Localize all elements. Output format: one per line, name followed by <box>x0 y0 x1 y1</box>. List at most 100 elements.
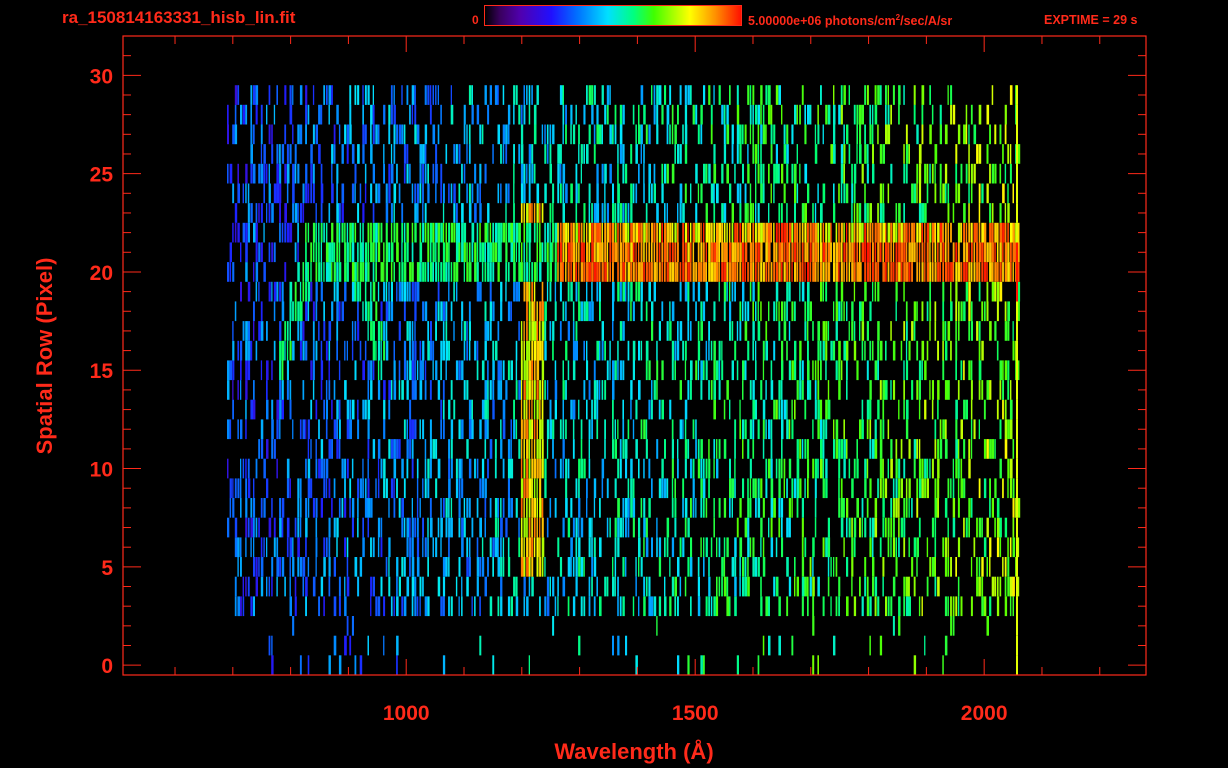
heatmap-cell <box>617 242 619 263</box>
heatmap-cell <box>882 222 886 243</box>
heatmap-cell <box>331 262 333 282</box>
heatmap-cell <box>1004 557 1007 577</box>
heatmap-cell <box>528 203 532 223</box>
heatmap-cell <box>427 596 430 617</box>
heatmap-cell <box>398 321 401 341</box>
heatmap-cell <box>507 498 511 518</box>
heatmap-cell <box>617 183 620 204</box>
heatmap-cell <box>393 124 396 145</box>
heatmap-cell <box>718 281 720 302</box>
heatmap-cell <box>341 458 344 479</box>
heatmap-cell <box>536 301 538 322</box>
heatmap-cell <box>396 655 398 675</box>
heatmap-cell <box>622 242 625 263</box>
heatmap-cell <box>448 439 450 459</box>
heatmap-cell <box>744 321 748 341</box>
heatmap-cell <box>630 498 633 518</box>
heatmap-cell <box>520 242 523 263</box>
heatmap-cell <box>656 439 659 459</box>
heatmap-cell <box>970 380 973 400</box>
heatmap-cell <box>861 104 864 125</box>
heatmap-cell <box>916 380 919 400</box>
heatmap-cell <box>619 222 622 243</box>
heatmap-cell <box>931 262 934 282</box>
heatmap-cell <box>292 419 294 440</box>
heatmap-cell <box>484 321 488 341</box>
heatmap-cell <box>760 242 763 263</box>
heatmap-cell <box>1017 144 1021 164</box>
heatmap-cell <box>825 104 828 125</box>
heatmap-cell <box>523 242 525 263</box>
heatmap-cell <box>783 321 787 341</box>
heatmap-cell <box>549 321 552 341</box>
heatmap-cell <box>520 498 523 518</box>
heatmap-cell <box>500 557 503 577</box>
heatmap-cell <box>266 321 268 341</box>
heatmap-cell <box>617 222 619 243</box>
heatmap-cell <box>752 104 754 125</box>
heatmap-cell <box>1012 537 1016 558</box>
heatmap-cell <box>520 104 523 125</box>
heatmap-cell <box>455 478 458 499</box>
heatmap-cell <box>536 557 539 577</box>
heatmap-cell <box>586 144 589 164</box>
heatmap-cell <box>838 242 841 263</box>
heatmap-cell <box>450 498 453 518</box>
heatmap-cell <box>315 281 318 302</box>
heatmap-cell <box>794 262 797 282</box>
heatmap-cell <box>411 557 415 577</box>
heatmap-cell <box>289 281 293 302</box>
heatmap-cell <box>580 301 583 322</box>
heatmap-cell <box>533 458 537 479</box>
heatmap-cell <box>952 242 955 263</box>
heatmap-cell <box>682 203 685 223</box>
heatmap-cell <box>937 498 939 518</box>
heatmap-cell <box>396 124 398 145</box>
heatmap-cell <box>666 537 669 558</box>
heatmap-cell <box>864 557 867 577</box>
heatmap-cell <box>260 301 263 322</box>
heatmap-cell <box>440 222 443 243</box>
heatmap-cell <box>567 458 570 479</box>
heatmap-cell <box>448 262 450 282</box>
heatmap-cell <box>552 203 554 223</box>
heatmap-cell <box>838 340 841 361</box>
heatmap-cell <box>263 183 265 204</box>
heatmap-cell <box>385 478 388 499</box>
heatmap-cell <box>546 419 550 440</box>
heatmap-cell <box>448 183 450 204</box>
heatmap-cell <box>544 301 547 322</box>
heatmap-cell <box>679 183 683 204</box>
heatmap-cell <box>788 419 791 440</box>
heatmap-cell <box>703 360 705 381</box>
x-tick-label: 2000 <box>961 702 1008 725</box>
heatmap-cell <box>401 262 404 282</box>
heatmap-cell <box>671 458 674 479</box>
heatmap-cell <box>986 104 990 125</box>
heatmap-cell <box>359 262 363 282</box>
heatmap-cell <box>812 419 814 440</box>
heatmap-cell <box>765 478 768 499</box>
heatmap-cell <box>892 498 896 518</box>
heatmap-cell <box>749 222 752 243</box>
heatmap-cell <box>937 458 940 479</box>
heatmap-cell <box>466 124 468 145</box>
heatmap-cell <box>435 537 438 558</box>
heatmap-cell <box>518 380 521 400</box>
heatmap-cell <box>630 380 633 400</box>
heatmap-cell <box>338 596 341 617</box>
heatmap-cell <box>492 537 495 558</box>
heatmap-cell <box>403 419 406 440</box>
heatmap-cell <box>500 281 503 302</box>
heatmap-cell <box>801 537 804 558</box>
heatmap-cell <box>351 262 355 282</box>
heatmap-cell <box>778 478 781 499</box>
heatmap-cell <box>266 203 268 223</box>
heatmap-cell <box>539 222 541 243</box>
heatmap-cell <box>279 203 281 223</box>
heatmap-cell <box>918 144 922 164</box>
heatmap-cell <box>237 596 240 617</box>
heatmap-cell <box>596 576 598 597</box>
heatmap-cell <box>757 262 760 282</box>
heatmap-cell <box>692 419 695 440</box>
